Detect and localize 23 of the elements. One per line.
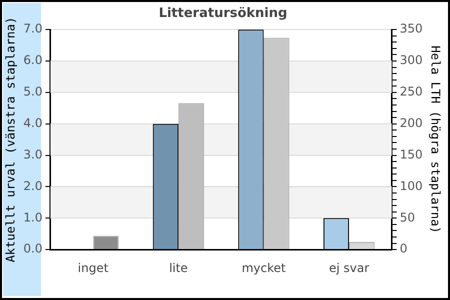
y-tick-label: 3.0 — [23, 147, 42, 162]
y2-tick-label: 100 — [400, 178, 423, 193]
y2-axis-title: Hela LTH (högra staplarna) — [428, 46, 443, 234]
x-tick-label: inget — [78, 260, 109, 275]
y2-tick-label: 200 — [400, 116, 423, 130]
y-tick-label: 5.0 — [23, 84, 42, 99]
y2-tick-label: 250 — [400, 84, 423, 99]
y-tick-label: 7.0 — [23, 22, 42, 36]
y-tick-label: 6.0 — [23, 53, 42, 68]
chart-title: Litteratursökning — [158, 6, 288, 22]
x-tick-label: lite — [169, 260, 188, 275]
x-tick-label: mycket — [242, 260, 286, 275]
y-tick-label: 0.0 — [23, 242, 42, 256]
y2-tick-label: 150 — [400, 147, 423, 162]
y-tick-label: 1.0 — [23, 210, 42, 224]
y2-tick-label: 50 — [400, 210, 415, 224]
x-tick-label: ej svar — [328, 260, 370, 275]
y-tick-label: 2.0 — [23, 178, 42, 193]
y2-tick-label: 0 — [400, 242, 408, 256]
y-axis-title: Aktuellt urval (vänstra staplarna) — [3, 16, 18, 262]
y-tick-label: 4.0 — [23, 116, 42, 130]
y2-tick-label: 300 — [400, 53, 423, 68]
y2-tick-label: 350 — [400, 22, 423, 36]
